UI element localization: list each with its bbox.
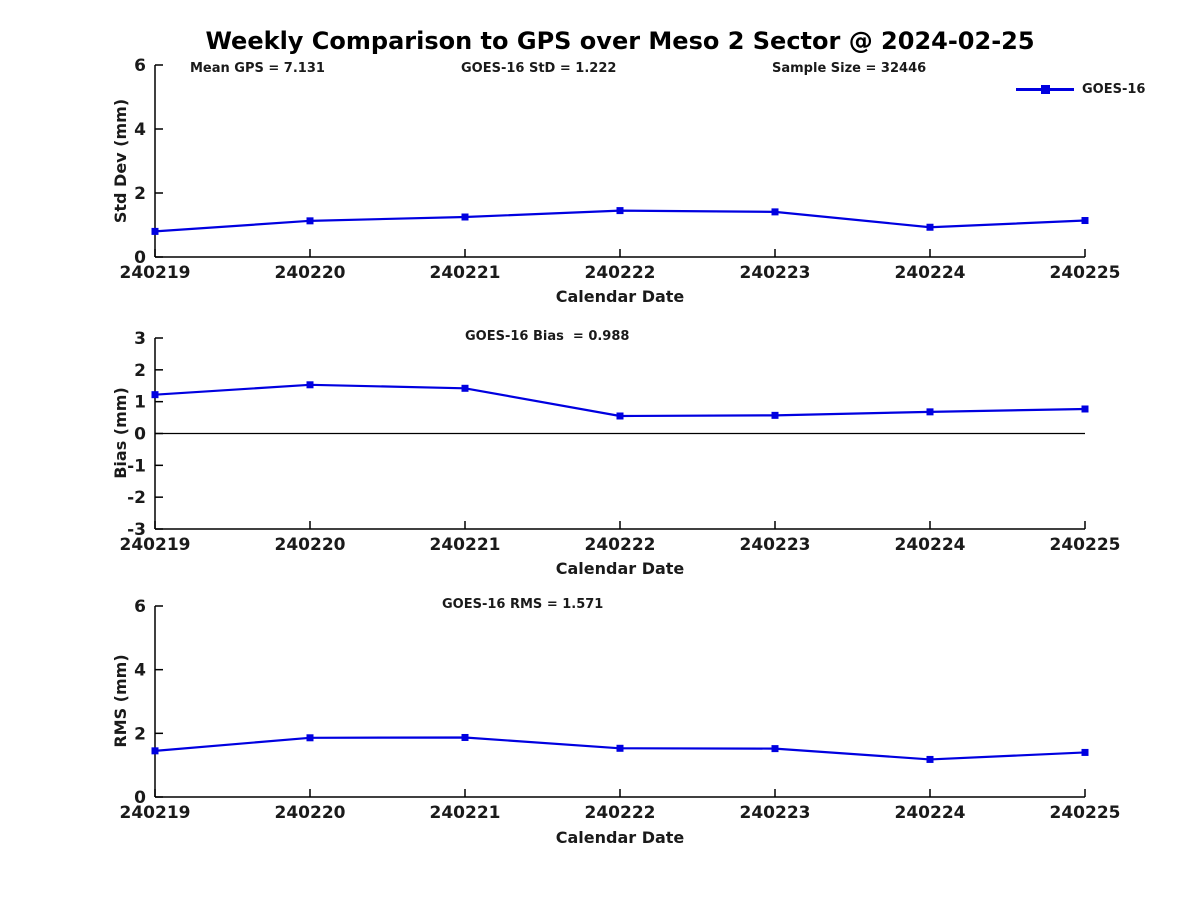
x-tick-label: 240220 <box>275 263 346 283</box>
y-tick-label: -3 <box>127 520 146 540</box>
rms-x-axis-label: Calendar Date <box>555 828 685 847</box>
y-tick-label: 2 <box>134 361 146 381</box>
data-point-marker <box>461 384 469 392</box>
data-point-marker <box>306 381 314 389</box>
x-tick-label: 240224 <box>895 263 966 283</box>
stddev-y-axis-label: Std Dev (mm) <box>111 98 130 224</box>
data-point-marker <box>306 217 314 225</box>
y-tick-label: 2 <box>134 724 146 744</box>
y-tick-label: 6 <box>134 597 146 617</box>
x-tick-label: 240220 <box>275 535 346 555</box>
data-point-marker <box>1081 405 1089 413</box>
x-tick-label: 240223 <box>740 535 811 555</box>
y-tick-label: 0 <box>134 248 146 268</box>
rms-subtitle: GOES-16 RMS = 1.571 <box>442 597 604 612</box>
x-tick-label: 240221 <box>430 263 501 283</box>
bias-subtitle: GOES-16 Bias = 0.988 <box>465 329 630 344</box>
x-tick-label: 240223 <box>740 803 811 823</box>
x-tick-label: 240224 <box>895 803 966 823</box>
bias-y-axis-label: Bias (mm) <box>111 387 130 479</box>
data-point-marker <box>461 213 469 221</box>
x-tick-label: 240222 <box>585 263 656 283</box>
bias-panel-series-line <box>154 383 1086 418</box>
x-tick-label: 240220 <box>275 803 346 823</box>
x-tick-label: 240222 <box>585 803 656 823</box>
x-tick-label: 240225 <box>1050 263 1121 283</box>
x-tick-label: 240219 <box>120 535 191 555</box>
x-tick-label: 240224 <box>895 535 966 555</box>
data-point-marker <box>771 208 779 216</box>
figure-title: Weekly Comparison to GPS over Meso 2 Sec… <box>205 27 1035 55</box>
y-tick-label: -1 <box>127 456 146 476</box>
y-tick-label: -2 <box>127 488 146 508</box>
x-tick-label: 240223 <box>740 263 811 283</box>
legend-square-marker-icon <box>1041 85 1050 94</box>
data-point-marker <box>1081 217 1089 225</box>
y-tick-label: 0 <box>134 425 146 445</box>
data-point-marker <box>306 734 314 742</box>
data-point-marker <box>771 411 779 419</box>
data-point-marker <box>461 733 469 741</box>
y-tick-label: 1 <box>134 393 146 413</box>
data-point-marker <box>926 223 934 231</box>
x-tick-label: 240221 <box>430 535 501 555</box>
x-tick-label: 240219 <box>120 263 191 283</box>
data-point-marker <box>151 227 159 235</box>
stddev-x-axis-label: Calendar Date <box>555 287 685 306</box>
data-point-marker <box>616 744 624 752</box>
data-point-marker <box>926 755 934 763</box>
x-tick-label: 240225 <box>1050 535 1121 555</box>
annotation-goes16-std: GOES-16 StD = 1.222 <box>461 61 617 76</box>
x-tick-label: 240225 <box>1050 803 1121 823</box>
data-point-marker <box>616 207 624 215</box>
data-point-marker <box>616 412 624 420</box>
x-tick-label: 240222 <box>585 535 656 555</box>
legend: GOES-16 <box>1016 80 1186 98</box>
data-point-marker <box>151 391 159 399</box>
y-tick-label: 6 <box>134 56 146 76</box>
legend-label: GOES-16 <box>1082 82 1146 97</box>
annotation-sample-size: Sample Size = 32446 <box>772 61 927 76</box>
y-tick-label: 4 <box>134 661 146 681</box>
x-tick-label: 240219 <box>120 803 191 823</box>
data-point-marker <box>151 747 159 755</box>
bias-x-axis-label: Calendar Date <box>555 559 685 578</box>
data-point-marker <box>926 408 934 416</box>
y-tick-label: 4 <box>134 120 146 140</box>
y-tick-label: 2 <box>134 184 146 204</box>
annotation-mean-gps: Mean GPS = 7.131 <box>190 61 325 76</box>
data-point-marker <box>771 745 779 753</box>
y-tick-label: 0 <box>134 788 146 808</box>
data-point-marker <box>1081 748 1089 756</box>
x-tick-label: 240221 <box>430 803 501 823</box>
rms-y-axis-label: RMS (mm) <box>111 654 130 748</box>
y-tick-label: 3 <box>134 329 146 349</box>
